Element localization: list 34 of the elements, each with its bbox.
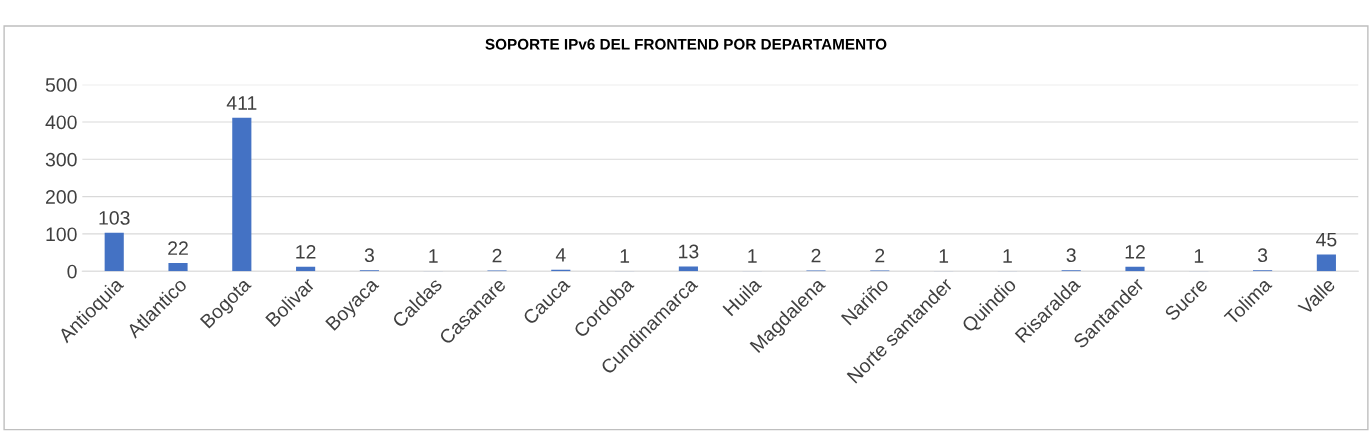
data-label: 2 bbox=[811, 248, 821, 263]
bar bbox=[104, 232, 124, 272]
data-label: 3 bbox=[364, 248, 374, 263]
data-label: 1 bbox=[1003, 249, 1012, 263]
data-label: 1 bbox=[620, 249, 630, 263]
chart-title: SOPORTE IPv6 DEL FRONTEND POR DEPARTAMENTO bbox=[485, 38, 887, 50]
bar bbox=[232, 117, 252, 272]
data-label: 1 bbox=[1194, 249, 1204, 263]
data-label: 1 bbox=[939, 249, 949, 263]
y-tick-label: 200 bbox=[46, 190, 77, 204]
x-tick-label: Valle bbox=[1296, 276, 1336, 316]
data-label: 13 bbox=[679, 244, 699, 259]
data-label: 1 bbox=[429, 249, 438, 263]
y-tick-label: 100 bbox=[46, 227, 77, 242]
data-label: 1 bbox=[748, 249, 757, 263]
data-label: 12 bbox=[1125, 244, 1145, 259]
data-label: 103 bbox=[99, 211, 130, 225]
y-tick-label: 400 bbox=[45, 115, 77, 130]
bar bbox=[168, 263, 188, 272]
data-label: 4 bbox=[555, 248, 566, 262]
data-label: 3 bbox=[1066, 248, 1076, 263]
data-label: 45 bbox=[1316, 232, 1337, 247]
data-label: 2 bbox=[875, 248, 885, 263]
bar bbox=[678, 266, 698, 272]
y-tick-label: 0 bbox=[67, 264, 77, 279]
data-label: 12 bbox=[296, 244, 316, 259]
data-label: 22 bbox=[168, 241, 188, 255]
data-label: 411 bbox=[226, 96, 257, 110]
bar bbox=[1316, 254, 1336, 272]
data-label: 3 bbox=[1257, 248, 1268, 263]
bar bbox=[1125, 266, 1145, 272]
y-tick-label: 300 bbox=[45, 152, 77, 167]
y-tick-label: 500 bbox=[45, 78, 77, 92]
data-label: 2 bbox=[492, 248, 502, 263]
